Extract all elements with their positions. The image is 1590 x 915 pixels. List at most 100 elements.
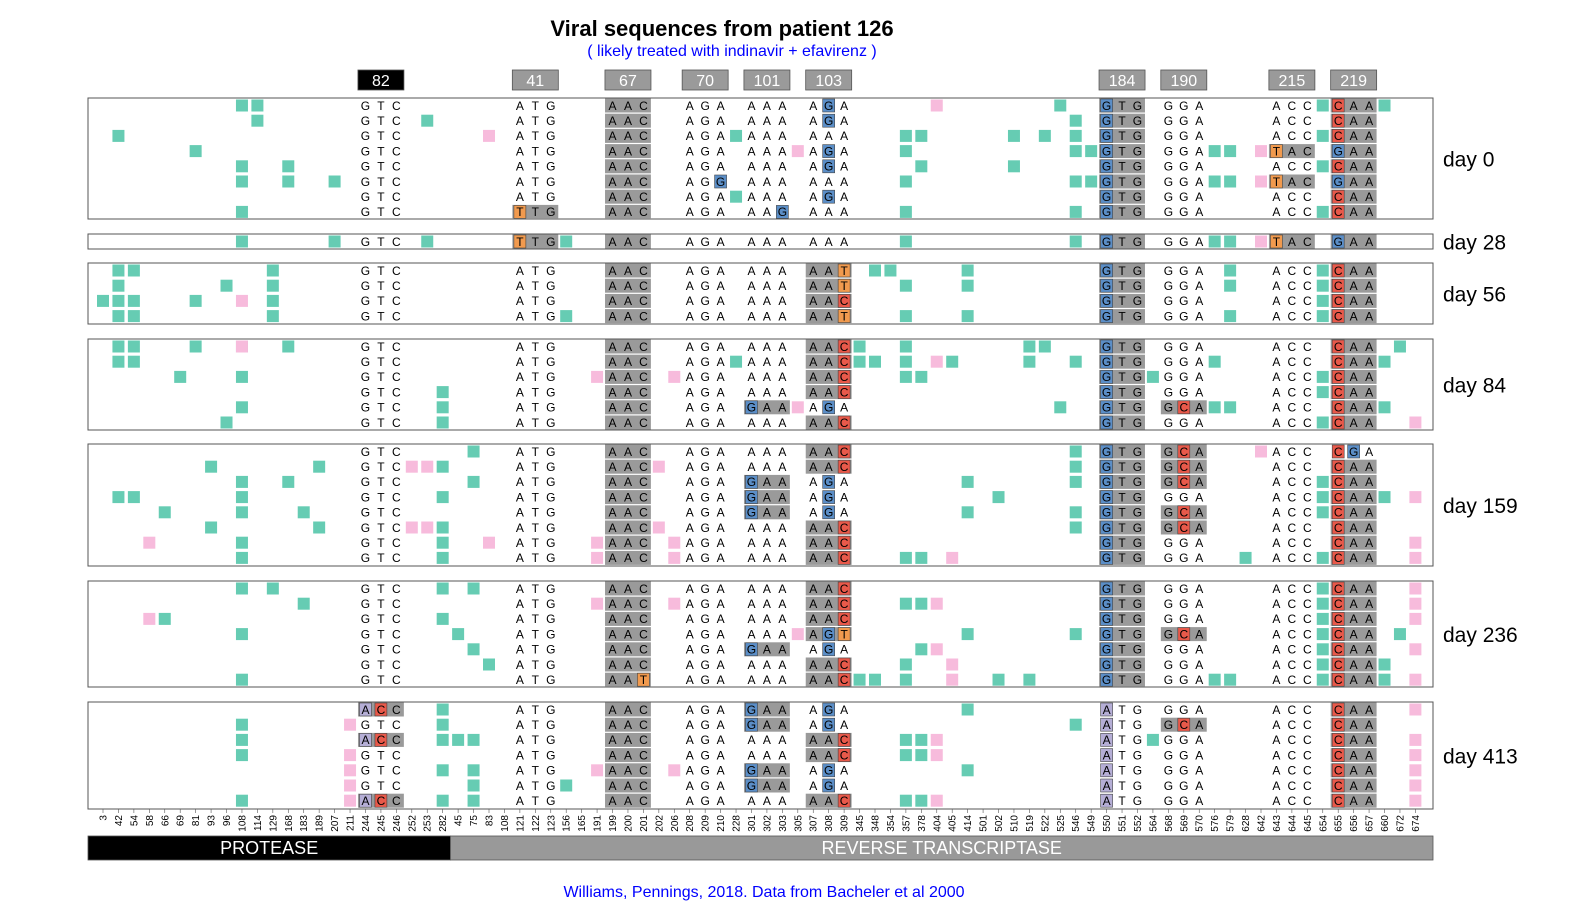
synonymous-mark bbox=[235, 582, 248, 595]
base-letter: C bbox=[392, 597, 401, 611]
position-axis: 3 42 54 58 66 69 81 93 96 108 114 129 168 183 189 207 21… bbox=[99, 809, 1422, 832]
base-letter: A bbox=[717, 340, 725, 354]
base-letter: G bbox=[1133, 582, 1142, 596]
nonsynonymous-mark bbox=[946, 673, 959, 686]
base-letter: A bbox=[1272, 673, 1280, 687]
axis-tick-label: 654 bbox=[1318, 815, 1329, 832]
base-letter: T bbox=[377, 551, 385, 565]
base-letter: A bbox=[778, 235, 786, 249]
base-letter: T bbox=[1273, 144, 1281, 158]
base-letter: C bbox=[1334, 114, 1343, 128]
base-letter: G bbox=[1133, 309, 1142, 323]
base-letter: G bbox=[1102, 235, 1111, 249]
panel-day-label: day 159 bbox=[1443, 495, 1518, 518]
base-letter: C bbox=[392, 673, 401, 687]
base-letter: C bbox=[1334, 536, 1343, 550]
base-letter: A bbox=[763, 779, 771, 793]
base-letter: T bbox=[377, 582, 385, 596]
base-letter: G bbox=[1133, 460, 1142, 474]
base-letter: T bbox=[1118, 521, 1126, 535]
nonsynonymous-mark bbox=[1409, 643, 1422, 656]
base-letter: A bbox=[1365, 779, 1373, 793]
base-letter: A bbox=[747, 445, 755, 459]
base-letter: G bbox=[361, 294, 370, 308]
base-letter: T bbox=[840, 627, 848, 641]
base-letter: A bbox=[825, 460, 833, 474]
base-letter: A bbox=[1288, 175, 1296, 189]
base-letter: C bbox=[1334, 748, 1343, 762]
synonymous-mark bbox=[1316, 99, 1329, 112]
axis-tick-label: 644 bbox=[1287, 815, 1298, 832]
base-letter: A bbox=[763, 506, 771, 520]
base-letter: G bbox=[361, 205, 370, 219]
base-letter: A bbox=[609, 99, 617, 113]
base-letter: C bbox=[1334, 99, 1343, 113]
base-letter: C bbox=[1334, 582, 1343, 596]
base-highlight bbox=[822, 400, 835, 415]
panel-day-label: day 56 bbox=[1443, 284, 1506, 307]
synonymous-mark bbox=[205, 460, 218, 473]
base-letter: T bbox=[532, 279, 540, 293]
synonymous-mark bbox=[1224, 673, 1237, 686]
base-letter: A bbox=[1350, 340, 1358, 354]
base-letter: G bbox=[1133, 506, 1142, 520]
base-letter: A bbox=[609, 612, 617, 626]
base-letter: G bbox=[361, 643, 370, 657]
base-letter: A bbox=[516, 144, 524, 158]
base-letter: C bbox=[1288, 627, 1297, 641]
base-letter: G bbox=[361, 582, 370, 596]
base-letter: G bbox=[700, 612, 709, 626]
panel-day-56: day 56G T C A T G A A C A G A A A A A A T G T G G G A A C C C A AG T C A… bbox=[87, 262, 1506, 325]
synonymous-mark bbox=[1224, 175, 1237, 188]
axis-tick-label: 208 bbox=[685, 815, 696, 832]
base-highlight bbox=[1331, 475, 1345, 489]
base-letter: C bbox=[1303, 733, 1312, 747]
base-letter: T bbox=[532, 779, 540, 793]
base-letter: G bbox=[1133, 416, 1142, 430]
base-letter: A bbox=[1365, 160, 1373, 174]
base-letter: A bbox=[1195, 627, 1203, 641]
base-letter: G bbox=[361, 190, 370, 204]
base-letter: G bbox=[546, 370, 555, 384]
axis-tick-label: 83 bbox=[485, 815, 496, 827]
base-letter: G bbox=[1102, 114, 1111, 128]
base-letter: C bbox=[1303, 506, 1312, 520]
base-highlight bbox=[745, 475, 758, 489]
base-letter: C bbox=[639, 521, 648, 535]
panel-day-84: day 84G T C A T G A A C A G A A A A A A C G T G G G A A C C C A AG T C A… bbox=[87, 338, 1506, 431]
base-letter: A bbox=[1365, 536, 1373, 550]
base-letter: C bbox=[1334, 475, 1343, 489]
base-letter: T bbox=[532, 309, 540, 323]
synonymous-mark bbox=[1316, 658, 1329, 671]
base-letter: T bbox=[377, 718, 385, 732]
region-label: REVERSE TRANSCRIPTASE bbox=[822, 838, 1062, 858]
base-highlight bbox=[837, 733, 851, 747]
nonsynonymous-mark bbox=[1255, 235, 1267, 248]
base-letter: A bbox=[516, 597, 524, 611]
base-letter: G bbox=[700, 582, 709, 596]
base-letter: G bbox=[361, 144, 370, 158]
base-letter: A bbox=[717, 612, 725, 626]
base-letter: G bbox=[1179, 416, 1188, 430]
base-letter: C bbox=[1288, 551, 1297, 565]
base-letter: A bbox=[1350, 370, 1358, 384]
base-letter: G bbox=[1164, 551, 1173, 565]
base-letter: A bbox=[516, 551, 524, 565]
base-letter: A bbox=[717, 794, 725, 808]
synonymous-mark bbox=[421, 235, 434, 248]
base-letter: A bbox=[609, 114, 617, 128]
base-letter: G bbox=[546, 536, 555, 550]
base-highlight bbox=[1331, 415, 1345, 430]
base-letter: G bbox=[1164, 279, 1173, 293]
base-letter: A bbox=[825, 279, 833, 293]
synonymous-mark bbox=[1378, 491, 1391, 504]
base-letter: C bbox=[1303, 99, 1312, 113]
codon-label-text: 101 bbox=[754, 73, 781, 90]
base-letter: A bbox=[1350, 385, 1358, 399]
synonymous-mark bbox=[266, 279, 279, 292]
base-letter: A bbox=[1195, 99, 1203, 113]
base-letter: C bbox=[1303, 190, 1312, 204]
base-letter: A bbox=[717, 521, 725, 535]
base-letter: T bbox=[377, 597, 385, 611]
base-letter: A bbox=[1195, 340, 1203, 354]
